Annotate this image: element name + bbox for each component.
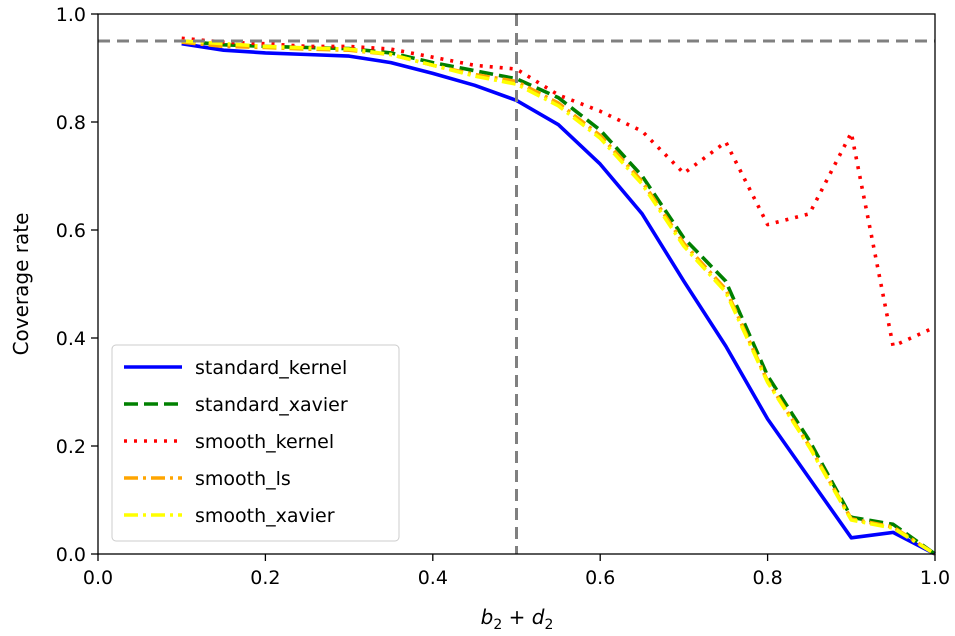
legend-label-smooth-xavier: smooth_xavier xyxy=(195,505,335,527)
plot-frame xyxy=(97,13,936,555)
series-line-smooth-xavier xyxy=(181,39,936,556)
series-line-smooth-kernel xyxy=(181,36,936,348)
y-tick-label: 1.0 xyxy=(56,4,86,26)
axis-ticks: 0.0 0.2 0.4 0.6 0.8 1.0 0.0 0.2 0.4 0.6 0.8 1.0 xyxy=(56,4,950,589)
x-label-b: b xyxy=(481,605,494,629)
y-axis-label: Coverage rate xyxy=(9,213,33,356)
x-tick-label: 1.0 xyxy=(920,567,950,589)
legend-label-standard-xavier: standard_xavier xyxy=(195,394,348,416)
x-tick-label: 0.2 xyxy=(250,567,280,589)
x-label-sub-1: 2 xyxy=(493,617,502,633)
series-line-standard-xavier xyxy=(181,39,937,556)
reference-lines xyxy=(98,14,935,554)
y-tick-label: 0.6 xyxy=(56,220,86,242)
x-label-plus: + xyxy=(502,605,531,629)
y-tick-label: 0.8 xyxy=(56,112,86,134)
y-tick-label: 0.4 xyxy=(56,328,86,350)
plot-area xyxy=(181,36,937,556)
legend-label-smooth-kernel: smooth_kernel xyxy=(195,431,334,453)
legend-box xyxy=(111,344,400,542)
x-tick-label: 0.0 xyxy=(83,567,113,589)
x-tick-label: 0.6 xyxy=(585,567,615,589)
x-label-sub-2: 2 xyxy=(544,617,553,633)
x-tick-label: 0.4 xyxy=(418,567,448,589)
series-line-standard-kernel xyxy=(181,41,936,556)
y-tick-label: 0.0 xyxy=(56,544,86,566)
x-axis-label: b2 + d2 xyxy=(481,605,554,633)
legend-label-standard-kernel: standard_kernel xyxy=(195,357,347,379)
legend: standard_kernel standard_xavier smooth_ker… xyxy=(111,344,400,542)
y-tick-label: 0.2 xyxy=(56,436,86,458)
legend-label-smooth-ls: smooth_ls xyxy=(195,468,291,490)
x-label-d: d xyxy=(532,605,545,629)
x-tick-label: 0.8 xyxy=(752,567,782,589)
